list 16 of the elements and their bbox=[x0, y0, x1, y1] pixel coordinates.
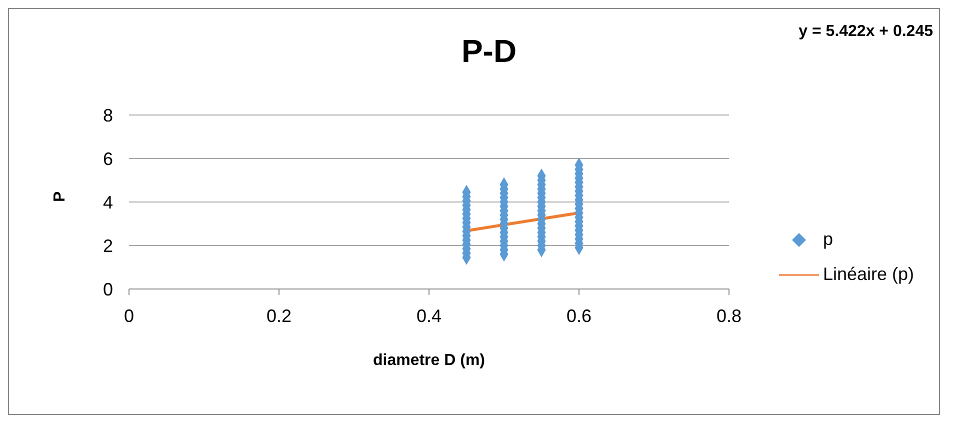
y-tick-label: 2 bbox=[102, 236, 113, 256]
x-tick-label: 0.8 bbox=[716, 306, 742, 326]
x-tick-label: 0 bbox=[124, 306, 134, 326]
legend-label: Linéaire (p) bbox=[823, 264, 914, 285]
x-tick-label: 0.6 bbox=[566, 306, 592, 326]
y-tick-label: 6 bbox=[102, 148, 113, 169]
text: y = 5.422x + 0.245 bbox=[798, 23, 933, 41]
x-axis-title: diametre D (m) bbox=[372, 352, 486, 369]
y-tick-label: 4 bbox=[102, 192, 113, 212]
y-axis-title: P bbox=[52, 191, 69, 202]
y-tick-label: 8 bbox=[102, 105, 113, 126]
chart-title: P-D bbox=[461, 33, 517, 69]
legend-label: p bbox=[823, 229, 834, 250]
x-tick-label: 0.2 bbox=[266, 306, 292, 326]
x-tick-label: 0.4 bbox=[416, 306, 442, 326]
y-tick-label: 0 bbox=[102, 279, 113, 300]
